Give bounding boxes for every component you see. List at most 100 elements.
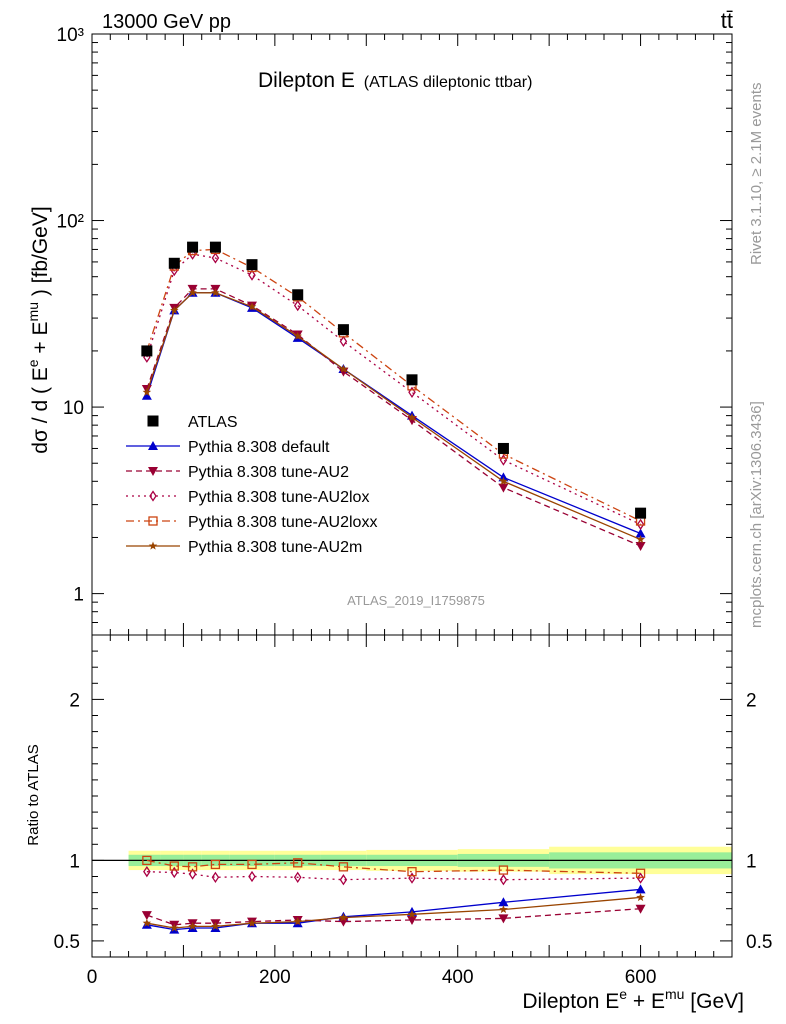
main-series-pythia-8-308-tune-au2m-point	[142, 387, 152, 396]
legend-item-atlas: ATLAS	[147, 414, 238, 431]
ratio-series-pythia-8-308-tune-au2loxx-point	[169, 861, 179, 871]
main-series-pythia-8-308-tune-au2m-line	[146, 292, 641, 541]
main-series-pythia-8-308-tune-au2m	[142, 288, 645, 544]
ratio-series-pythia-8-308-default-point	[635, 884, 646, 894]
ratio-series-pythia-8-308-tune-au2m-point	[211, 921, 220, 931]
main-series-pythia-8-308-tune-au2lox-point	[339, 335, 348, 348]
main-series-pythia-8-308-tune-au2-point	[498, 483, 509, 493]
ratio-series-pythia-8-308-tune-au2loxx-point	[210, 859, 221, 870]
main-series-pythia-8-308-default-point	[141, 390, 152, 400]
main-series-pythia-8-308-tune-au2-point	[635, 541, 646, 551]
legend-marker	[148, 541, 158, 550]
main-series-pythia-8-308-tune-au2loxx-line	[146, 248, 641, 522]
ratio-series-pythia-8-308-tune-au2-point	[498, 914, 509, 924]
main-series-pythia-8-308-tune-au2-point	[338, 367, 349, 377]
main-y-tick-label: 1	[73, 585, 84, 606]
legend-marker	[147, 415, 159, 427]
ratio-y-tick-label-right: 2	[746, 690, 757, 711]
ratio-x-tick-label: 400	[442, 967, 474, 988]
main-series-pythia-8-308-tune-au2m-point	[499, 476, 508, 485]
ratio-series-pythia-8-308-tune-au2lox-point	[339, 874, 348, 886]
main-series-pythia-8-308-tune-au2lox-point	[248, 269, 256, 281]
main-series-pythia-8-308-tune-au2m-point	[188, 288, 197, 297]
ratio-series-pythia-8-308-tune-au2loxx-point	[247, 859, 257, 870]
main-series-atlas-point	[292, 289, 304, 301]
main-y-tick-label: 10²	[57, 212, 84, 233]
ratio-series-pythia-8-308-tune-au2m-point	[170, 923, 179, 932]
ratio-panel: Ratio to ATLAS Dilepton Ee + Emu [GeV] 0…	[25, 634, 772, 1013]
legend-item-pythia-8-308-tune-au2lox: Pythia 8.308 tune-AU2lox	[126, 489, 369, 506]
main-series-pythia-8-308-tune-au2m-point	[293, 331, 302, 340]
ratio-x-axis-label: Dilepton Ee + Emu [GeV]	[522, 986, 744, 1013]
ratio-plot-area	[92, 846, 732, 934]
main-axes: 1 10 10² 10³	[57, 25, 733, 636]
ratio-series-pythia-8-308-tune-au2loxx-point	[293, 858, 303, 868]
main-series-atlas-point	[635, 507, 647, 519]
legend-item-pythia-8-308-tune-au2: Pythia 8.308 tune-AU2	[126, 464, 349, 481]
legend-item-pythia-8-308-tune-au2m: Pythia 8.308 tune-AU2m	[126, 539, 362, 556]
legend-label: Pythia 8.308 tune-AU2loxx	[188, 514, 377, 531]
ratio-series-pythia-8-308-tune-au2loxx-point	[187, 862, 198, 872]
main-series-atlas-point	[337, 324, 349, 336]
ratio-series-pythia-8-308-default-point	[498, 897, 509, 907]
ratio-series-pythia-8-308-tune-au2lox-line	[146, 871, 641, 881]
legend-label: Pythia 8.308 default	[188, 439, 330, 456]
legend-item-pythia-8-308-tune-au2loxx: Pythia 8.308 tune-AU2loxx	[126, 514, 377, 531]
main-title-text: Dilepton E	[258, 69, 355, 92]
main-series-atlas	[141, 241, 647, 519]
ratio-series-pythia-8-308-tune-au2m-point	[188, 921, 197, 931]
main-y-tick-label: 10	[63, 398, 84, 419]
main-series-pythia-8-308-tune-au2lox-point	[293, 299, 302, 312]
legend: ATLAS Pythia 8.308 default Pythia 8.308 tu…	[126, 414, 377, 556]
main-plot-area	[141, 241, 647, 551]
ratio-series-pythia-8-308-tune-au2lox-point	[499, 874, 508, 886]
ratio-series-pythia-8-308-default-line	[146, 888, 641, 931]
main-panel: Dilepton E (ATLAS dileptonic ttbar) ATLA…	[25, 25, 733, 636]
ratio-series-pythia-8-308-tune-au2loxx-point	[407, 867, 417, 877]
main-series-atlas-point	[141, 345, 153, 357]
ratio-x-tick-label: 600	[625, 967, 657, 988]
main-series-pythia-8-308-tune-au2m-point	[247, 302, 257, 311]
main-series-atlas-point	[406, 374, 418, 386]
ratio-series-pythia-8-308-tune-au2m-line	[146, 896, 641, 929]
ratio-y-tick-label-left: 1	[69, 851, 80, 872]
ratio-series-pythia-8-308-tune-au2loxx-point	[635, 868, 646, 878]
legend-label: Pythia 8.308 tune-AU2lox	[188, 489, 369, 506]
ratio-series-pythia-8-308-tune-au2-point	[635, 904, 646, 914]
main-series-pythia-8-308-tune-au2lox-line	[146, 253, 641, 525]
main-y-axis-label: dσ / d ( Ee + Emu ) [fb/GeV]	[25, 206, 52, 453]
ratio-x-tick-label: 200	[259, 967, 291, 988]
main-series-pythia-8-308-tune-au2m-point	[211, 288, 220, 297]
ratio-series-pythia-8-308-tune-au2loxx-point	[498, 865, 509, 875]
header-right-label: tt̄	[721, 8, 733, 33]
ratio-x-tick-label: 0	[87, 967, 98, 988]
ratio-series-pythia-8-308-tune-au2loxx	[142, 855, 646, 878]
ratio-series-pythia-8-308-tune-au2-point	[141, 911, 152, 921]
ratio-series-pythia-8-308-tune-au2-point	[338, 917, 349, 927]
ratio-series-pythia-8-308-tune-au2lox-point	[248, 870, 256, 883]
ratio-y-tick-label-left: 2	[69, 690, 80, 711]
main-series-pythia-8-308-tune-au2lox-point	[170, 264, 179, 277]
legend-marker	[149, 490, 157, 502]
ratio-series-pythia-8-308-tune-au2lox-point	[143, 865, 151, 878]
legend-label: Pythia 8.308 tune-AU2m	[188, 539, 362, 556]
ratio-series-pythia-8-308-tune-au2lox-point	[636, 872, 645, 884]
ratio-axes: 0.5 0.5 1 1 2 2 0 200 400 600	[54, 634, 772, 988]
main-series-pythia-8-308-tune-au2m-point	[407, 412, 417, 422]
legend-marker	[148, 516, 158, 526]
main-series-pythia-8-308-tune-au2m-point	[339, 364, 348, 373]
ratio-series-pythia-8-308-tune-au2lox-point	[188, 868, 197, 880]
ratio-y-axis-label: Ratio to ATLAS	[25, 744, 42, 845]
main-series-pythia-8-308-tune-au2m-point	[170, 305, 179, 314]
ratio-series-pythia-8-308-tune-au2m-point	[636, 892, 645, 902]
main-series-atlas-point	[168, 257, 180, 269]
main-series-pythia-8-308-tune-au2lox-point	[499, 454, 508, 466]
main-title: Dilepton E (ATLAS dileptonic ttbar)	[258, 69, 532, 92]
main-series-pythia-8-308-tune-au2-line	[146, 288, 641, 547]
ratio-y-tick-label-left: 0.5	[54, 932, 80, 953]
mcplots-label: mcplots.cern.ch [arXiv:1306.3436]	[748, 401, 765, 628]
main-series-atlas-point	[209, 241, 221, 253]
main-series-pythia-8-308-default-point	[635, 528, 646, 538]
ratio-series-pythia-8-308-tune-au2loxx-line	[146, 859, 641, 874]
ratio-series-pythia-8-308-tune-au2m-point	[142, 918, 152, 927]
